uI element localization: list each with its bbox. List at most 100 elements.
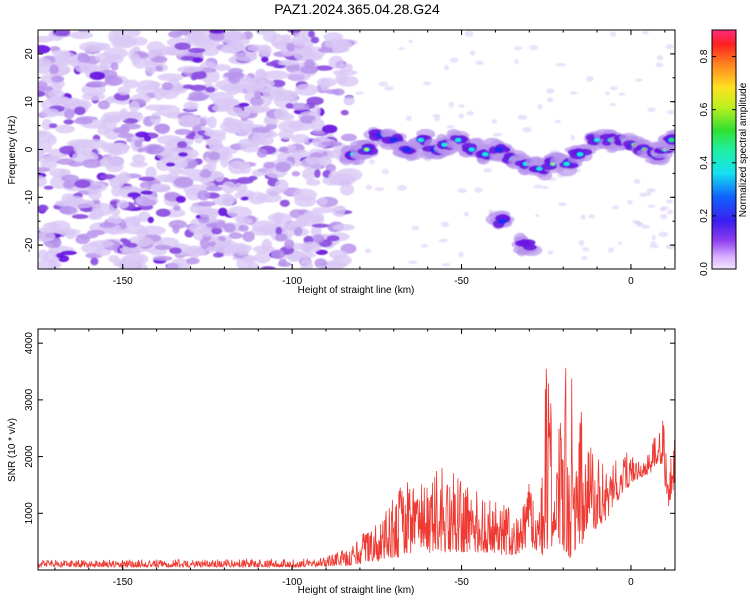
signal-peak <box>417 137 425 142</box>
noise-blob <box>38 154 59 163</box>
quiet-speckle <box>398 47 405 51</box>
noise-blob <box>122 118 139 124</box>
noise-blob <box>154 174 179 183</box>
quiet-speckle <box>651 234 656 241</box>
noise-blob <box>59 53 71 60</box>
noise-blob <box>343 96 355 106</box>
noise-blob <box>51 75 65 83</box>
noise-blob <box>55 158 77 165</box>
quiet-speckle <box>535 214 540 218</box>
noise-blob <box>64 108 75 120</box>
signal-peak <box>364 148 369 151</box>
noise-blob <box>166 262 183 269</box>
noise-blob <box>213 64 231 72</box>
quiet-speckle <box>513 46 523 51</box>
noise-blob <box>38 249 49 262</box>
noise-blob <box>144 104 170 111</box>
noise-blob <box>341 133 357 142</box>
noise-blob <box>300 65 319 74</box>
noise-blob <box>300 156 326 170</box>
noise-blob <box>178 152 189 157</box>
noise-blob <box>270 249 285 260</box>
noise-blob <box>176 141 188 148</box>
noise-blob <box>223 30 246 43</box>
quiet-speckle <box>582 247 590 252</box>
quiet-speckle <box>446 125 455 129</box>
noise-blob <box>196 116 211 126</box>
quiet-speckle <box>643 192 652 197</box>
noise-blob <box>43 108 59 115</box>
quiet-speckle <box>517 114 528 120</box>
chart-title: PAZ1.2024.365.04.28.G24 <box>274 1 440 17</box>
noise-blob <box>200 46 220 56</box>
noise-blob <box>97 100 110 110</box>
noise-blob <box>185 257 200 265</box>
noise-blob <box>238 102 250 107</box>
quiet-speckle <box>458 104 465 108</box>
spectrogram-y-ticks: -20 -10 0 10 20 <box>24 29 675 270</box>
noise-blob <box>312 234 325 244</box>
quiet-speckle <box>491 119 498 124</box>
noise-blob <box>261 56 269 63</box>
noise-blob <box>99 156 125 168</box>
noise-blob <box>291 250 302 262</box>
noise-blob <box>187 36 211 47</box>
noise-blob <box>299 114 316 124</box>
noise-blob <box>174 128 192 135</box>
noise-blob <box>300 45 313 58</box>
noise-blob <box>125 242 138 248</box>
noise-blob <box>59 145 77 155</box>
noise-blob <box>219 154 230 168</box>
quiet-speckle <box>537 103 543 110</box>
noise-blob <box>112 126 130 134</box>
noise-blob <box>286 70 311 82</box>
noise-blob <box>186 96 207 102</box>
quiet-speckle <box>411 225 420 231</box>
quiet-speckle <box>449 57 459 63</box>
signal-core <box>514 240 529 247</box>
noise-blob <box>256 148 268 158</box>
noise-blob <box>38 57 52 68</box>
noise-blob <box>228 232 243 239</box>
quiet-speckle <box>659 207 667 212</box>
noise-blob <box>310 36 320 44</box>
noise-blob <box>128 101 140 112</box>
noise-blob <box>69 31 94 40</box>
noise-blob <box>41 118 53 131</box>
noise-blob <box>197 201 216 207</box>
noise-blob <box>253 91 262 99</box>
noise-blob <box>275 226 283 236</box>
quiet-speckle <box>633 178 641 185</box>
quiet-speckle <box>405 115 412 122</box>
noise-blob <box>140 190 153 195</box>
quiet-speckle <box>458 251 464 258</box>
noise-blob <box>117 86 131 96</box>
noise-blob <box>306 96 324 106</box>
noise-blob <box>291 133 310 144</box>
noise-blob <box>178 114 200 128</box>
quiet-speckle <box>374 187 385 192</box>
quiet-speckle <box>658 231 669 237</box>
snr-frame <box>37 328 676 571</box>
snr-x-tick-label: -150 <box>113 577 133 588</box>
quiet-speckle <box>365 184 373 190</box>
noise-blob <box>182 84 194 90</box>
quiet-speckle <box>529 45 539 50</box>
noise-blob <box>173 176 194 188</box>
noise-blob <box>262 30 278 43</box>
noise-blob <box>207 159 217 172</box>
noise-blob <box>70 199 95 209</box>
snr-y-ticks: 1000 2000 3000 4000 <box>24 332 675 524</box>
noise-blob <box>197 190 211 201</box>
quiet-speckle <box>588 214 595 219</box>
noise-blob <box>204 129 227 137</box>
quiet-speckle <box>434 116 441 122</box>
snr-y-tick-label: 3000 <box>24 388 35 411</box>
quiet-speckle <box>483 168 493 173</box>
noise-blob <box>240 163 252 174</box>
noise-blob <box>125 217 141 227</box>
noise-blob <box>60 250 77 256</box>
noise-blob <box>116 199 129 209</box>
snr-x-ticks: -150 -100 -50 0 <box>54 329 666 588</box>
quiet-speckle <box>636 222 644 228</box>
